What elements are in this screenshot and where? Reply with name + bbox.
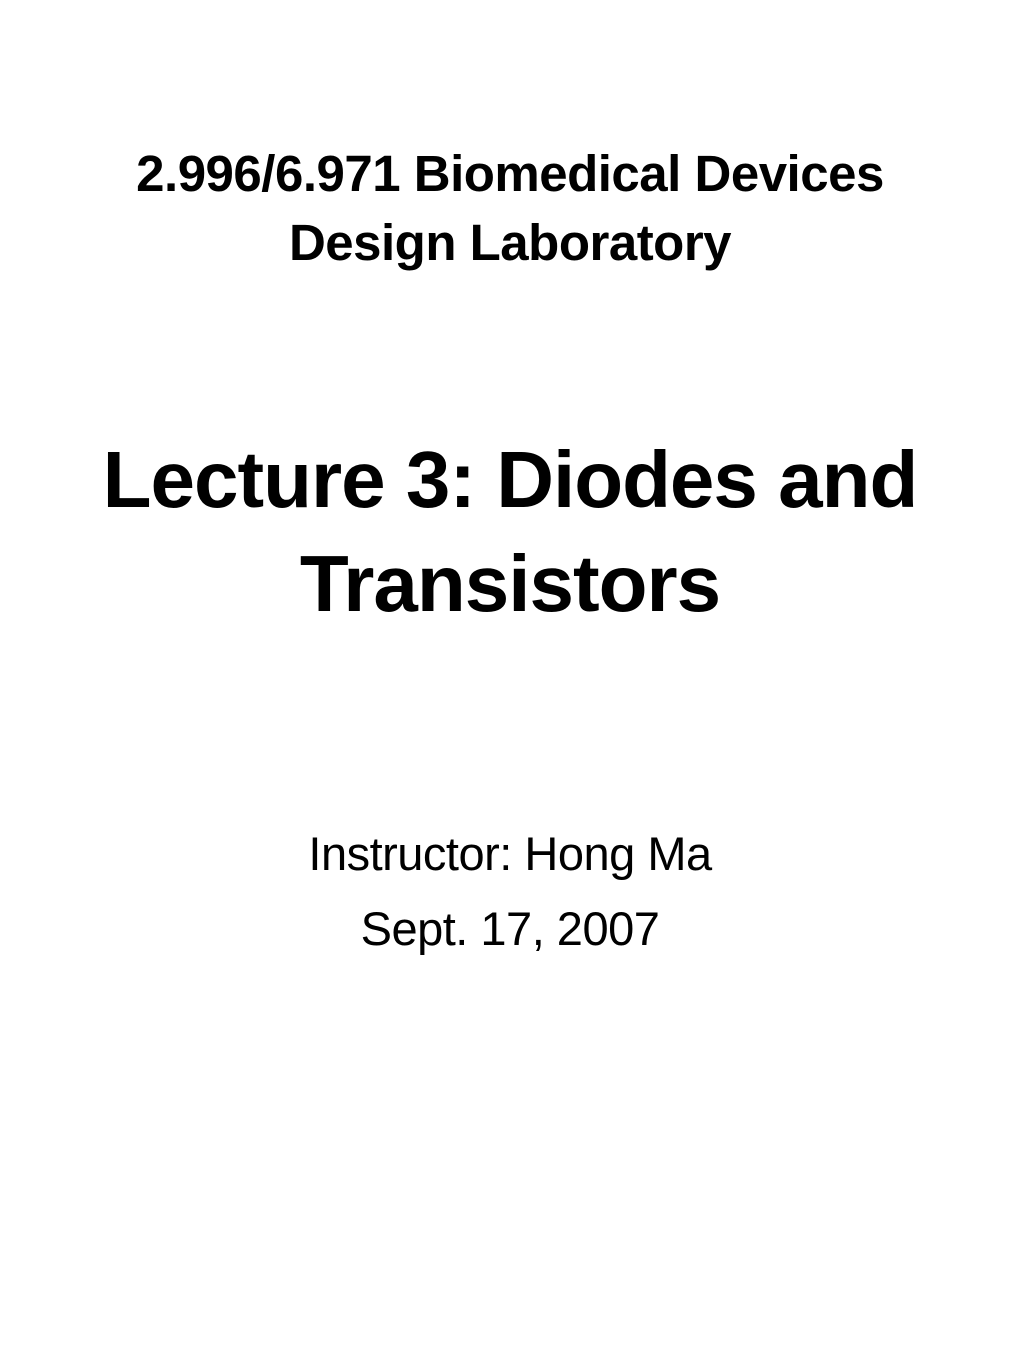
instructor-info: Instructor: Hong Ma Sept. 17, 2007: [308, 816, 711, 966]
course-title: 2.996/6.971 Biomedical Devices Design La…: [50, 140, 970, 278]
instructor-name: Instructor: Hong Ma: [308, 816, 711, 891]
lecture-title: Lecture 3: Diodes and Transistors: [50, 428, 970, 636]
lecture-date: Sept. 17, 2007: [308, 891, 711, 966]
